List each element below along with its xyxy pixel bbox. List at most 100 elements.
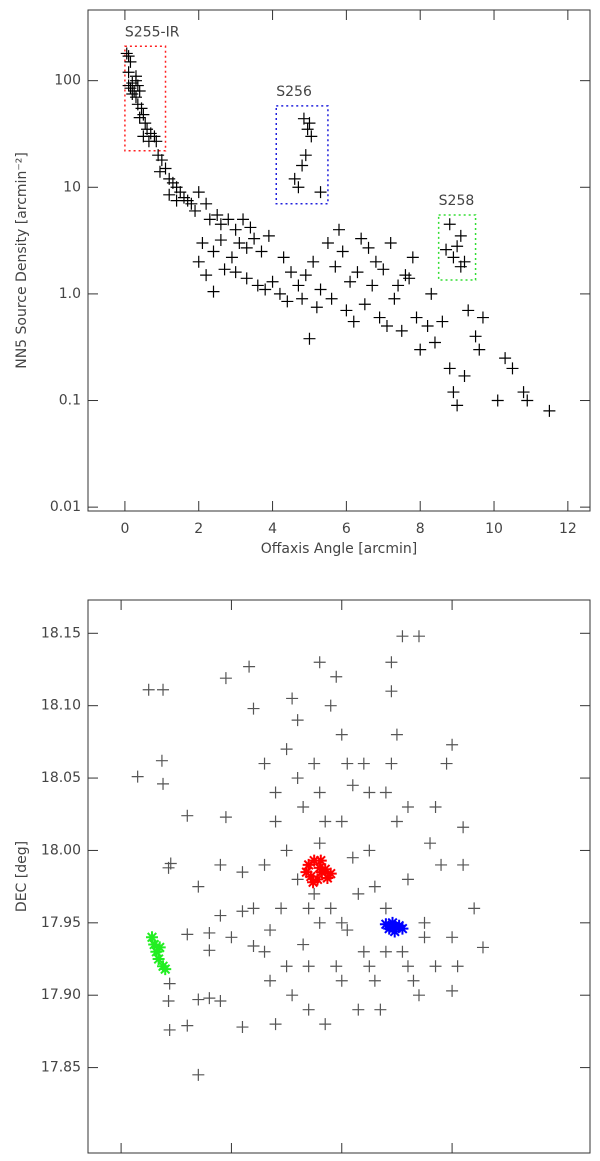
data-point	[385, 656, 398, 669]
data-point	[207, 285, 220, 298]
data-point	[192, 880, 205, 893]
data-point	[368, 974, 381, 987]
data-point	[335, 815, 348, 828]
data-point	[428, 336, 441, 349]
data-point	[379, 786, 392, 799]
data-point	[412, 989, 425, 1002]
x-tick-label: 10	[485, 521, 503, 537]
data-point	[247, 702, 260, 715]
data-point	[192, 255, 205, 268]
data-point	[264, 924, 277, 937]
data-point	[305, 130, 318, 143]
data-point	[396, 630, 409, 643]
data-point	[122, 79, 135, 92]
data-point	[396, 922, 409, 935]
data-point	[352, 1003, 365, 1016]
data-point	[346, 779, 359, 792]
data-point	[159, 162, 172, 175]
data-point	[211, 208, 224, 221]
data-point	[264, 974, 277, 987]
data-point	[321, 237, 334, 250]
data-point	[124, 55, 137, 68]
data-point	[302, 1003, 315, 1016]
data-point	[240, 272, 253, 285]
data-point	[506, 362, 519, 375]
data-point	[330, 670, 343, 683]
data-point	[258, 757, 271, 770]
data-point	[373, 311, 386, 324]
data-point	[302, 960, 315, 973]
data-point	[196, 237, 209, 250]
data-point	[299, 149, 312, 162]
data-point	[155, 154, 168, 167]
data-point	[435, 858, 448, 871]
x-tick-label: 6	[342, 521, 351, 537]
data-point	[170, 194, 183, 207]
data-point	[352, 887, 365, 900]
data-point	[122, 50, 135, 63]
data-point	[369, 255, 382, 268]
data-point	[308, 757, 321, 770]
data-point	[335, 728, 348, 741]
data-point	[451, 399, 464, 412]
data-point	[131, 770, 144, 783]
data-point	[192, 186, 205, 199]
data-point	[358, 298, 371, 311]
data-point	[192, 993, 205, 1006]
data-point	[424, 837, 437, 850]
data-point	[203, 926, 216, 939]
data-point	[203, 944, 216, 957]
data-point	[229, 266, 242, 279]
data-point	[454, 260, 467, 273]
data-point	[446, 738, 459, 751]
data-point	[247, 939, 260, 952]
data-point	[355, 232, 368, 245]
data-point	[401, 801, 414, 814]
data-point	[374, 1003, 387, 1016]
data-point	[429, 960, 442, 973]
data-point	[296, 292, 309, 305]
data-point	[368, 880, 381, 893]
data-point	[319, 1018, 332, 1031]
data-point	[499, 352, 512, 365]
data-point	[436, 315, 449, 328]
data-point	[266, 275, 279, 288]
data-point	[379, 902, 392, 915]
data-point	[335, 916, 348, 929]
data-point	[410, 311, 423, 324]
data-point	[214, 218, 227, 231]
region-label: S258	[439, 193, 475, 209]
data-point	[277, 251, 290, 264]
y-axis-label: DEC [deg]	[14, 841, 30, 912]
data-point	[462, 304, 475, 317]
data-point	[181, 809, 194, 822]
data-point	[286, 989, 299, 1002]
data-point	[406, 251, 419, 264]
data-point	[311, 873, 324, 886]
data-point	[451, 960, 464, 973]
data-point	[225, 251, 238, 264]
data-point	[357, 945, 370, 958]
data-point	[150, 135, 163, 148]
data-point	[425, 287, 438, 300]
data-point	[336, 245, 349, 258]
data-point	[324, 699, 337, 712]
data-point	[412, 630, 425, 643]
data-point	[473, 343, 486, 356]
data-point	[313, 656, 326, 669]
data-point	[181, 928, 194, 941]
data-point	[122, 66, 135, 79]
data-point	[236, 905, 249, 918]
data-point	[314, 186, 327, 199]
data-point	[363, 786, 376, 799]
data-point	[269, 1018, 282, 1031]
data-point	[133, 84, 146, 97]
region-box	[275, 105, 329, 205]
data-point	[302, 902, 315, 915]
data-point	[325, 292, 338, 305]
data-point	[384, 237, 397, 250]
data-point	[451, 240, 464, 253]
data-point	[229, 223, 242, 236]
data-point	[258, 945, 271, 958]
